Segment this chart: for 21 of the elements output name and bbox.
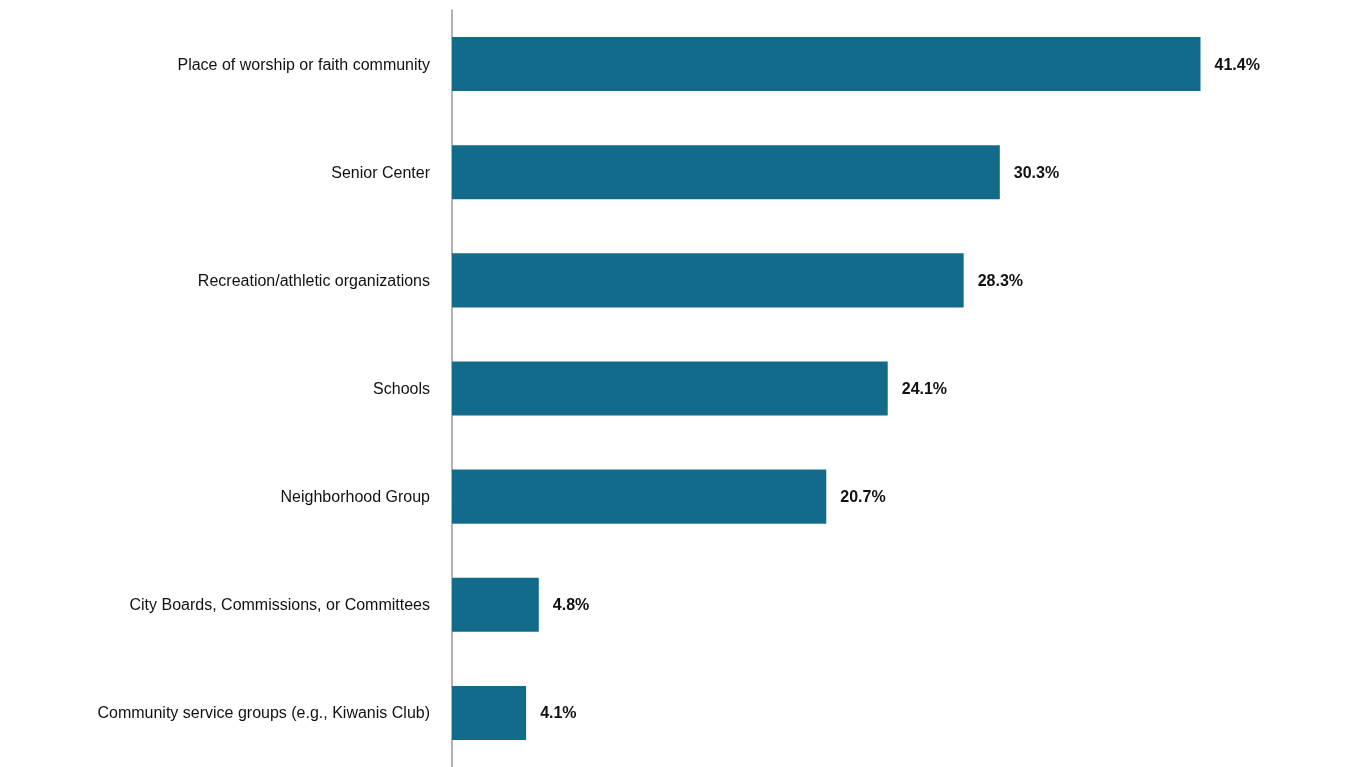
y-tick-label: City Boards, Commissions, or Committees	[129, 596, 430, 614]
data-label: 4.8%	[552, 596, 590, 614]
y-tick-label: Neighborhood Group	[280, 488, 431, 506]
data-label: 20.7%	[840, 488, 886, 506]
y-tick-label: Community service groups (e.g., Kiwanis Club)	[97, 704, 430, 722]
y-tick-label: Place of worship or faith community	[177, 55, 430, 73]
data-label: 41.4%	[1214, 55, 1260, 73]
data-label: 4.1%	[540, 704, 577, 722]
bar	[452, 577, 539, 632]
y-tick-label: Recreation/athletic organizations	[197, 271, 430, 289]
bar	[452, 145, 1000, 200]
y-tick-label: Schools	[373, 380, 430, 397]
bar	[452, 685, 527, 740]
data-label: 24.1%	[901, 380, 948, 397]
data-label: 30.3%	[1013, 163, 1060, 181]
bar	[452, 37, 1201, 92]
data-label: 28.3%	[977, 271, 1024, 289]
bar	[452, 469, 827, 524]
bar	[452, 253, 964, 308]
y-tick-label: Senior Center	[331, 163, 431, 181]
bar	[452, 361, 888, 416]
